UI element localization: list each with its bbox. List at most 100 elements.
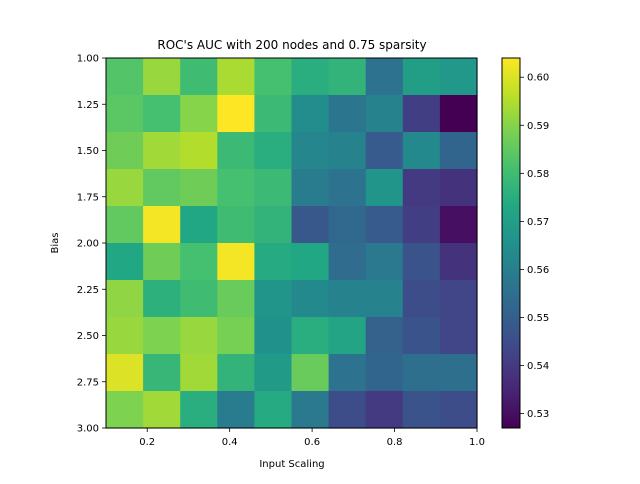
heatmap-cell xyxy=(439,95,478,133)
y-tick-label: 1.50 xyxy=(77,146,99,157)
heatmap-cell xyxy=(439,58,478,96)
heatmap-cell xyxy=(291,58,330,96)
heatmap-cell xyxy=(106,354,144,392)
heatmap-cell xyxy=(439,206,478,244)
heatmap-cell xyxy=(328,95,367,133)
heatmap-cell xyxy=(328,317,367,355)
heatmap-cell xyxy=(106,280,144,318)
colorbar-tick-label: 0.55 xyxy=(527,313,549,324)
heatmap-cell xyxy=(217,391,255,429)
heatmap-cell xyxy=(254,391,293,429)
heatmap-cells xyxy=(106,58,478,429)
heatmap-cell xyxy=(180,317,218,355)
heatmap-cell xyxy=(180,95,218,133)
heatmap-cell xyxy=(291,169,330,207)
heatmap-cell xyxy=(365,243,404,281)
heatmap-cell xyxy=(328,243,367,281)
heatmap-cell xyxy=(439,169,478,207)
heatmap-cell xyxy=(106,317,144,355)
colorbar-ticks: 0.53 0.54 0.55 0.56 0.57 0.58 0.59 0.60 xyxy=(520,73,549,420)
heatmap-cell xyxy=(365,58,404,96)
heatmap-cell xyxy=(402,243,441,281)
heatmap-cell xyxy=(180,391,218,429)
y-tick-label: 3.00 xyxy=(77,424,99,435)
heatmap-cell xyxy=(328,354,367,392)
heatmap-cell xyxy=(328,391,367,429)
x-axis-ticks: 0.2 0.4 0.6 0.8 1.0 xyxy=(139,428,485,448)
heatmap-cell xyxy=(106,243,144,281)
heatmap-cell xyxy=(180,206,218,244)
heatmap-cell xyxy=(254,58,293,96)
heatmap-cell xyxy=(291,132,330,170)
y-tick-label: 1.25 xyxy=(77,100,99,111)
heatmap-cell xyxy=(143,280,181,318)
colorbar-tick-label: 0.57 xyxy=(527,217,549,228)
heatmap-cell xyxy=(402,95,441,133)
heatmap-cell xyxy=(217,317,255,355)
y-axis-label: Bias xyxy=(50,233,61,254)
heatmap-cell xyxy=(402,169,441,207)
heatmap-cell xyxy=(180,280,218,318)
heatmap-cell xyxy=(106,206,144,244)
heatmap-cell xyxy=(291,243,330,281)
heatmap-cell xyxy=(180,58,218,96)
y-tick-label: 2.00 xyxy=(77,239,99,250)
x-axis-label: Input Scaling xyxy=(259,459,324,470)
heatmap-cell xyxy=(402,280,441,318)
colorbar-tick-label: 0.60 xyxy=(527,73,549,84)
colorbar-tick-label: 0.59 xyxy=(527,121,549,132)
heatmap-cell xyxy=(217,243,255,281)
heatmap-cell xyxy=(291,206,330,244)
heatmap-cell xyxy=(328,58,367,96)
heatmap-cell xyxy=(143,132,181,170)
heatmap-cell xyxy=(402,391,441,429)
heatmap-cell xyxy=(291,317,330,355)
heatmap-cell xyxy=(254,169,293,207)
y-tick-label: 1.00 xyxy=(77,54,99,65)
y-axis-ticks: 1.00 1.25 1.50 1.75 2.00 2.25 2.50 2.75 3.00 xyxy=(77,54,106,435)
y-tick-label: 2.25 xyxy=(77,285,99,296)
heatmap-cell xyxy=(402,317,441,355)
heatmap-cell xyxy=(365,95,404,133)
heatmap-cell xyxy=(143,317,181,355)
heatmap-cell xyxy=(254,243,293,281)
heatmap-cell xyxy=(143,95,181,133)
heatmap-cell xyxy=(254,280,293,318)
heatmap-cell xyxy=(254,354,293,392)
heatmap-cell xyxy=(291,391,330,429)
x-tick-label: 0.6 xyxy=(304,437,320,448)
heatmap-cell xyxy=(365,391,404,429)
heatmap-cell xyxy=(402,132,441,170)
heatmap-cell xyxy=(217,58,255,96)
heatmap-cell xyxy=(439,317,478,355)
heatmap-cell xyxy=(254,206,293,244)
colorbar-tick-label: 0.54 xyxy=(527,361,549,372)
heatmap-cell xyxy=(217,95,255,133)
heatmap-cell xyxy=(180,243,218,281)
x-tick-label: 1.0 xyxy=(469,437,485,448)
heatmap-cell xyxy=(439,243,478,281)
colorbar xyxy=(501,57,521,429)
heatmap-cell xyxy=(106,132,144,170)
heatmap-cell xyxy=(143,58,181,96)
heatmap-cell xyxy=(291,280,330,318)
heatmap-cell xyxy=(328,169,367,207)
x-tick-label: 0.8 xyxy=(387,437,403,448)
y-tick-label: 1.75 xyxy=(77,192,99,203)
heatmap-cell xyxy=(217,132,255,170)
y-tick-label: 2.75 xyxy=(77,377,99,388)
heatmap-cell xyxy=(402,206,441,244)
heatmap-cell xyxy=(328,280,367,318)
y-tick-label: 2.50 xyxy=(77,331,99,342)
heatmap-cell xyxy=(180,132,218,170)
heatmap-cell xyxy=(254,132,293,170)
heatmap-cell xyxy=(143,169,181,207)
x-tick-label: 0.4 xyxy=(222,437,238,448)
colorbar-tick-label: 0.58 xyxy=(527,169,549,180)
x-tick-label: 0.2 xyxy=(139,437,155,448)
heatmap-cell xyxy=(106,58,144,96)
heatmap-cell xyxy=(439,132,478,170)
heatmap-cell xyxy=(365,169,404,207)
heatmap-cell xyxy=(143,354,181,392)
heatmap-cell xyxy=(106,391,144,429)
